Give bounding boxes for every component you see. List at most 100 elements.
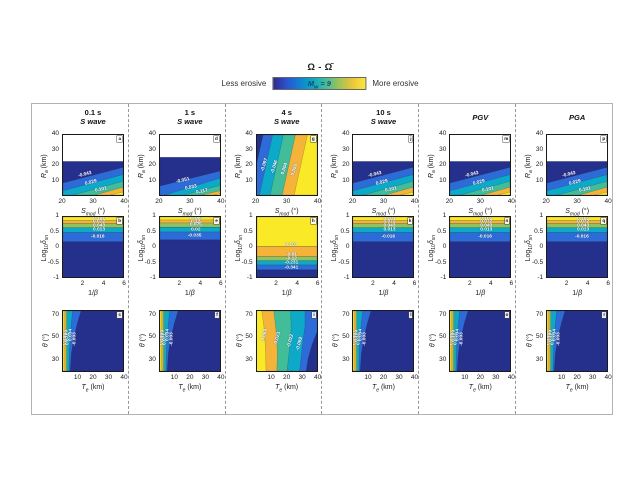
axis-label-part: mod: [85, 211, 96, 218]
y-tick-label: 10: [245, 176, 253, 184]
y-tick-label: 20: [439, 161, 447, 168]
y-tick-label: 70: [245, 310, 253, 318]
x-tick-label: 30: [492, 374, 500, 381]
y-tick-label: 30: [245, 145, 253, 153]
x-tick-label: 20: [89, 374, 97, 381]
y-tick-label: 70: [148, 310, 156, 318]
contour-plot-b: 0.101 0.072 0.043 0.013 -0.016 b: [62, 216, 124, 278]
y-tick-label: -0.5: [241, 258, 253, 266]
y-tick-label: 30: [342, 355, 350, 363]
x-tick-label: 30: [395, 374, 403, 381]
x-axis-label: 1/β: [352, 289, 414, 298]
colorbar-mw-label: Mw = 9: [273, 78, 365, 91]
axis-label-part: (°): [192, 208, 202, 215]
y-tick-label: 1: [249, 212, 253, 219]
x-tick-label: 40: [604, 198, 612, 205]
y-tick-label: 50: [342, 333, 350, 341]
y-tick-label: 70: [535, 310, 544, 318]
y-tick-label: 10: [51, 176, 59, 184]
x-axis-label: Te (km): [352, 383, 414, 395]
y-tick-label: 1: [539, 212, 544, 219]
axis-label-part: sn: [528, 234, 535, 241]
contour-label: 0.072: [577, 219, 590, 225]
axis-label-part: θ: [236, 343, 244, 348]
contour-label: 0.043: [92, 223, 106, 229]
contour-plot-p: -0.043 0.029 0.101 p: [546, 134, 609, 196]
axis-label-part: S: [565, 208, 570, 215]
contour-bands-p: [547, 135, 608, 195]
axis-label-part: T: [275, 384, 280, 391]
contour-label: 0.072: [383, 219, 396, 225]
contour-label: 0.075: [189, 222, 202, 228]
column-header: PGV: [472, 113, 489, 122]
y-tick-label: -1: [537, 274, 544, 281]
contour-bands-f: [159, 311, 220, 371]
contour-plot-f: 0.146 0.109 0.071 0.034 -0.003 f: [158, 310, 221, 372]
y-tick-label: 20: [342, 161, 350, 168]
colorbar-row: Less erosive Mw = 9 More erosive: [221, 77, 419, 91]
panel-letter-m: m: [503, 136, 510, 142]
y-tick-label: -0.5: [47, 258, 59, 266]
y-tick-label: 30: [535, 355, 544, 363]
axis-label-part: sn: [237, 234, 244, 241]
mw-symbol: M: [307, 79, 314, 88]
contour-plot-k: 0.101 0.072 0.043 0.013 -0.016 k: [352, 216, 415, 278]
mw-value: = 9: [318, 79, 331, 88]
y-tick-label: 0.5: [340, 227, 350, 235]
panel-letter-o: o: [504, 312, 510, 318]
contour-label: 0.101: [92, 216, 106, 222]
y-tick-label: 70: [51, 310, 59, 318]
contour-bands-j: [353, 135, 414, 195]
contour-label: -0.016: [90, 234, 105, 240]
panel-letter-a: a: [117, 136, 122, 142]
x-axis-label: Smod (°): [449, 207, 511, 219]
axis-label-part: mod: [473, 211, 483, 218]
y-tick-label: 1: [55, 212, 59, 219]
contour-label: -0.341: [284, 265, 299, 271]
y-tick-label: 0.5: [534, 227, 544, 235]
x-axis-label: Te (km): [159, 383, 221, 395]
contour-bands-d: [159, 135, 220, 195]
y-tick-label: 30: [535, 145, 544, 153]
x-tick-label: 10: [461, 374, 469, 381]
x-axis-label: Smod (°): [159, 207, 221, 219]
contour-plot-j: -0.043 0.029 0.101 j: [352, 134, 415, 196]
contour-plot-c: 0.146 0.109 0.071 0.034 -0.003 c: [62, 310, 124, 372]
x-tick-label: 40: [120, 198, 128, 205]
axis-label-part: sn: [44, 234, 51, 241]
panel-letter-n: n: [504, 218, 510, 224]
x-tick-label: 30: [283, 198, 291, 205]
contour-label: -0.035: [187, 233, 202, 239]
y-tick-label: 10: [148, 176, 156, 184]
x-tick-label: 4: [198, 280, 203, 287]
contour-label: 0.072: [480, 219, 493, 225]
y-tick-label: 50: [148, 333, 156, 341]
x-tick-label: 40: [217, 198, 225, 205]
x-tick-label: 30: [589, 374, 597, 381]
x-tick-label: 20: [58, 198, 66, 205]
x-tick-label: 6: [219, 280, 223, 287]
x-tick-label: 2: [467, 280, 472, 287]
contour-bands-b: [63, 217, 123, 277]
y-tick-label: 40: [245, 130, 253, 137]
contour-label: -0.01: [285, 252, 297, 258]
y-tick-label: -0.5: [144, 258, 156, 266]
axis-label-part: (km): [185, 384, 202, 391]
axis-label-part: a: [528, 170, 535, 174]
x-tick-label: 30: [379, 198, 388, 205]
contour-bands-r: [547, 311, 608, 371]
axis-label-part: β: [578, 290, 583, 297]
contour-plot-r: 0.146 0.109 0.071 0.034 -0.003 r: [546, 310, 609, 372]
contour-label: -0.016: [381, 234, 396, 240]
panel-letter-r: r: [602, 312, 607, 318]
y-tick-label: 1: [152, 212, 156, 219]
y-tick-label: -1: [150, 274, 156, 281]
y-tick-label: -0.5: [338, 258, 350, 266]
panel-letter-j: j: [409, 136, 413, 142]
contour-bands-m: [450, 135, 511, 195]
y-tick-label: 50: [439, 333, 447, 341]
x-tick-label: 40: [410, 374, 419, 381]
x-axis-label: Te (km): [449, 383, 511, 395]
